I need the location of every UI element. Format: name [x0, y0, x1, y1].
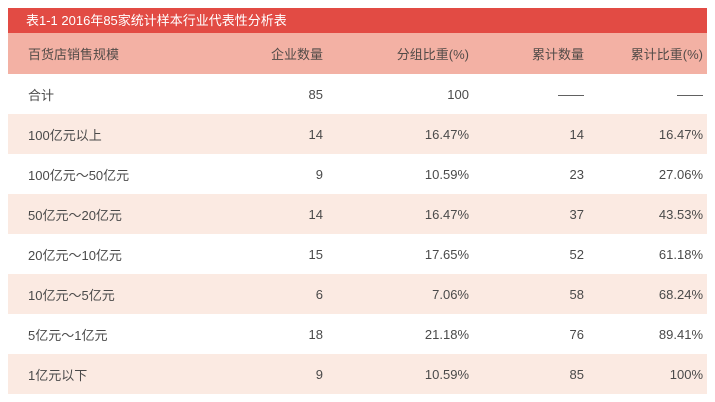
header-row: 百货店销售规模 企业数量 分组比重(%) 累计数量 累计比重(%)	[8, 33, 707, 74]
cell-cumulative-share: 16.47%	[588, 114, 707, 154]
cell-scale: 10亿元～5亿元	[8, 274, 208, 314]
cell-group-share: 16.47%	[327, 114, 473, 154]
cell-group-share: 10.59%	[327, 154, 473, 194]
cell-count: 6	[208, 274, 327, 314]
cell-group-share: 7.06%	[327, 274, 473, 314]
cell-group-share: 100	[327, 74, 473, 114]
cell-count: 14	[208, 114, 327, 154]
cell-cumulative-count: 58	[473, 274, 588, 314]
cell-cumulative-count: 85	[473, 354, 588, 394]
cell-cumulative-share: 100%	[588, 354, 707, 394]
table-title: 表1-1 2016年85家统计样本行业代表性分析表	[8, 8, 707, 33]
cell-group-share: 17.65%	[327, 234, 473, 274]
cell-count: 85	[208, 74, 327, 114]
cell-count: 14	[208, 194, 327, 234]
cell-group-share: 21.18%	[327, 314, 473, 354]
cell-cumulative-share: 89.41%	[588, 314, 707, 354]
cell-count: 15	[208, 234, 327, 274]
table-row: 100亿元以上 14 16.47% 14 16.47%	[8, 114, 707, 154]
cell-scale: 100亿元以上	[8, 114, 208, 154]
table-row-total: 合计 85 100 —— ——	[8, 74, 707, 114]
table-row: 10亿元～5亿元 6 7.06% 58 68.24%	[8, 274, 707, 314]
col-header-cumulative-count: 累计数量	[473, 33, 588, 74]
cell-count: 18	[208, 314, 327, 354]
cell-scale: 100亿元～50亿元	[8, 154, 208, 194]
table-row: 100亿元～50亿元 9 10.59% 23 27.06%	[8, 154, 707, 194]
col-header-cumulative-share: 累计比重(%)	[588, 33, 707, 74]
cell-cumulative-count: 52	[473, 234, 588, 274]
cell-count: 9	[208, 154, 327, 194]
cell-scale: 合计	[8, 74, 208, 114]
cell-cumulative-share: 43.53%	[588, 194, 707, 234]
cell-scale: 1亿元以下	[8, 354, 208, 394]
cell-cumulative-count: ——	[473, 74, 588, 114]
cell-cumulative-count: 23	[473, 154, 588, 194]
cell-cumulative-share: 27.06%	[588, 154, 707, 194]
cell-cumulative-count: 76	[473, 314, 588, 354]
col-header-enterprise-count: 企业数量	[208, 33, 327, 74]
table-row: 20亿元～10亿元 15 17.65% 52 61.18%	[8, 234, 707, 274]
statistics-table: 百货店销售规模 企业数量 分组比重(%) 累计数量 累计比重(%) 合计 85 …	[8, 33, 707, 394]
cell-scale: 5亿元～1亿元	[8, 314, 208, 354]
cell-group-share: 10.59%	[327, 354, 473, 394]
cell-cumulative-count: 14	[473, 114, 588, 154]
cell-scale: 50亿元～20亿元	[8, 194, 208, 234]
cell-cumulative-share: 61.18%	[588, 234, 707, 274]
cell-cumulative-count: 37	[473, 194, 588, 234]
col-header-group-share: 分组比重(%)	[327, 33, 473, 74]
col-header-sales-scale: 百货店销售规模	[8, 33, 208, 74]
cell-cumulative-share: 68.24%	[588, 274, 707, 314]
table-row: 1亿元以下 9 10.59% 85 100%	[8, 354, 707, 394]
cell-cumulative-share: ——	[588, 74, 707, 114]
table-row: 5亿元～1亿元 18 21.18% 76 89.41%	[8, 314, 707, 354]
cell-count: 9	[208, 354, 327, 394]
cell-scale: 20亿元～10亿元	[8, 234, 208, 274]
cell-group-share: 16.47%	[327, 194, 473, 234]
table-row: 50亿元～20亿元 14 16.47% 37 43.53%	[8, 194, 707, 234]
